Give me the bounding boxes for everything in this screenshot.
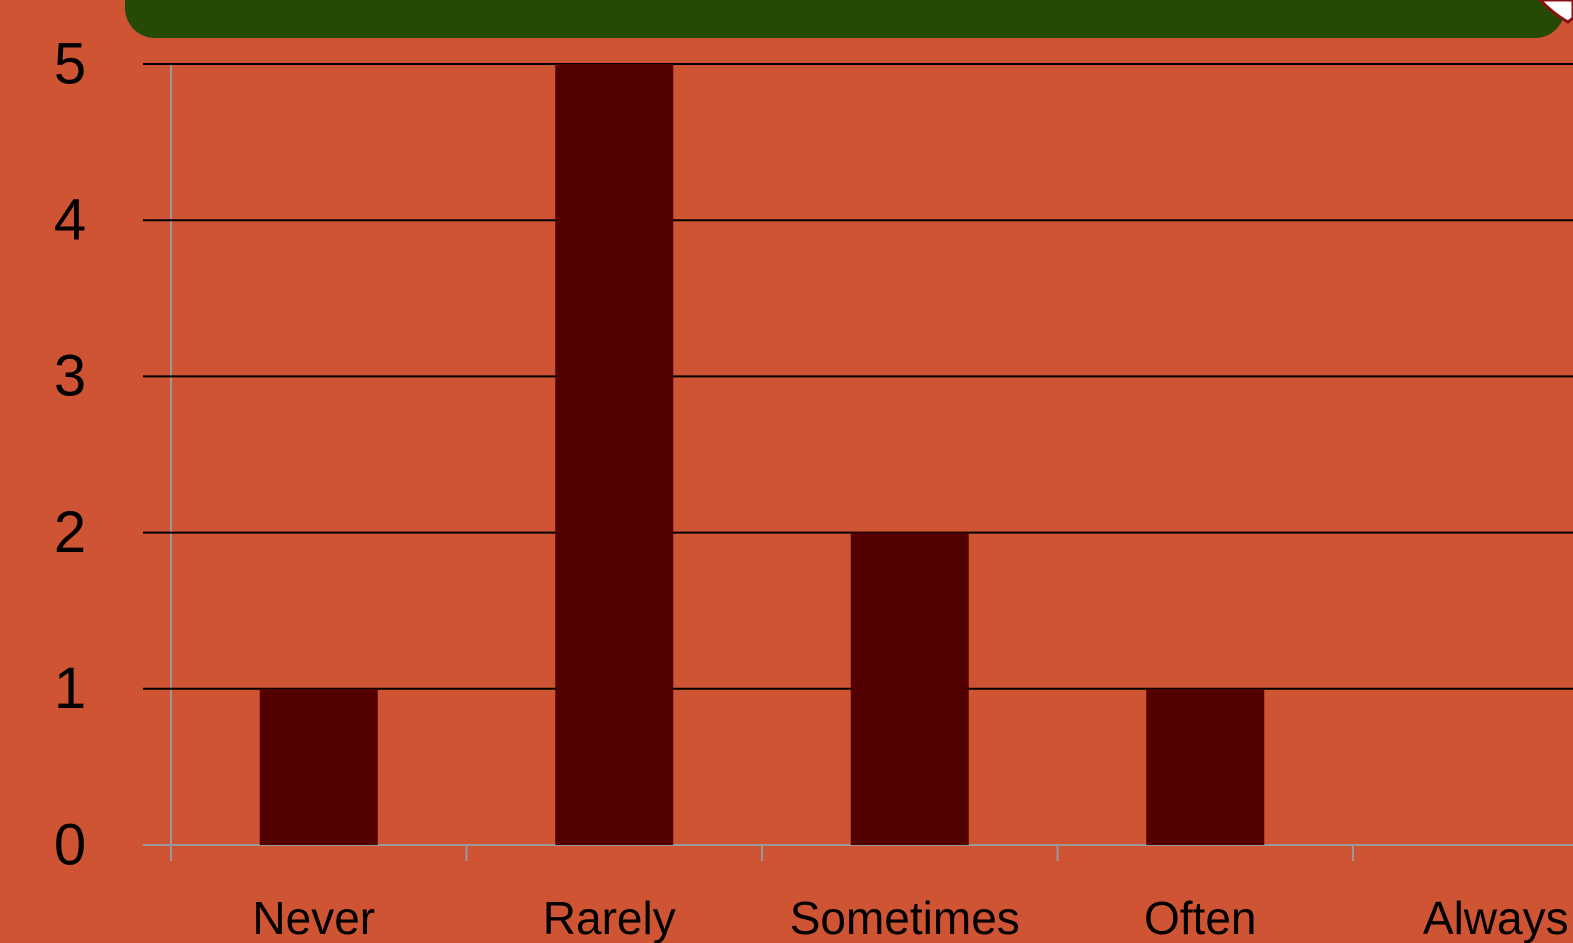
x-tick-label: Rarely <box>543 892 676 943</box>
y-tick-label: 1 <box>54 656 86 721</box>
title-banner <box>125 0 1565 38</box>
y-tick-label: 4 <box>54 188 86 253</box>
x-tick-label: Often <box>1144 892 1257 943</box>
bar <box>1146 688 1265 845</box>
bar <box>555 64 674 845</box>
x-tick-label: Sometimes <box>790 892 1020 943</box>
y-tick-label: 3 <box>54 344 86 409</box>
bar <box>259 688 378 845</box>
y-tick-label: 5 <box>54 31 86 96</box>
x-tick-label: Always <box>1423 892 1569 943</box>
x-tick-label: Never <box>252 892 375 943</box>
y-tick-label: 2 <box>54 500 86 565</box>
bar <box>850 532 969 845</box>
y-tick-label: 0 <box>54 812 86 877</box>
corner-decoration <box>1537 0 1573 24</box>
